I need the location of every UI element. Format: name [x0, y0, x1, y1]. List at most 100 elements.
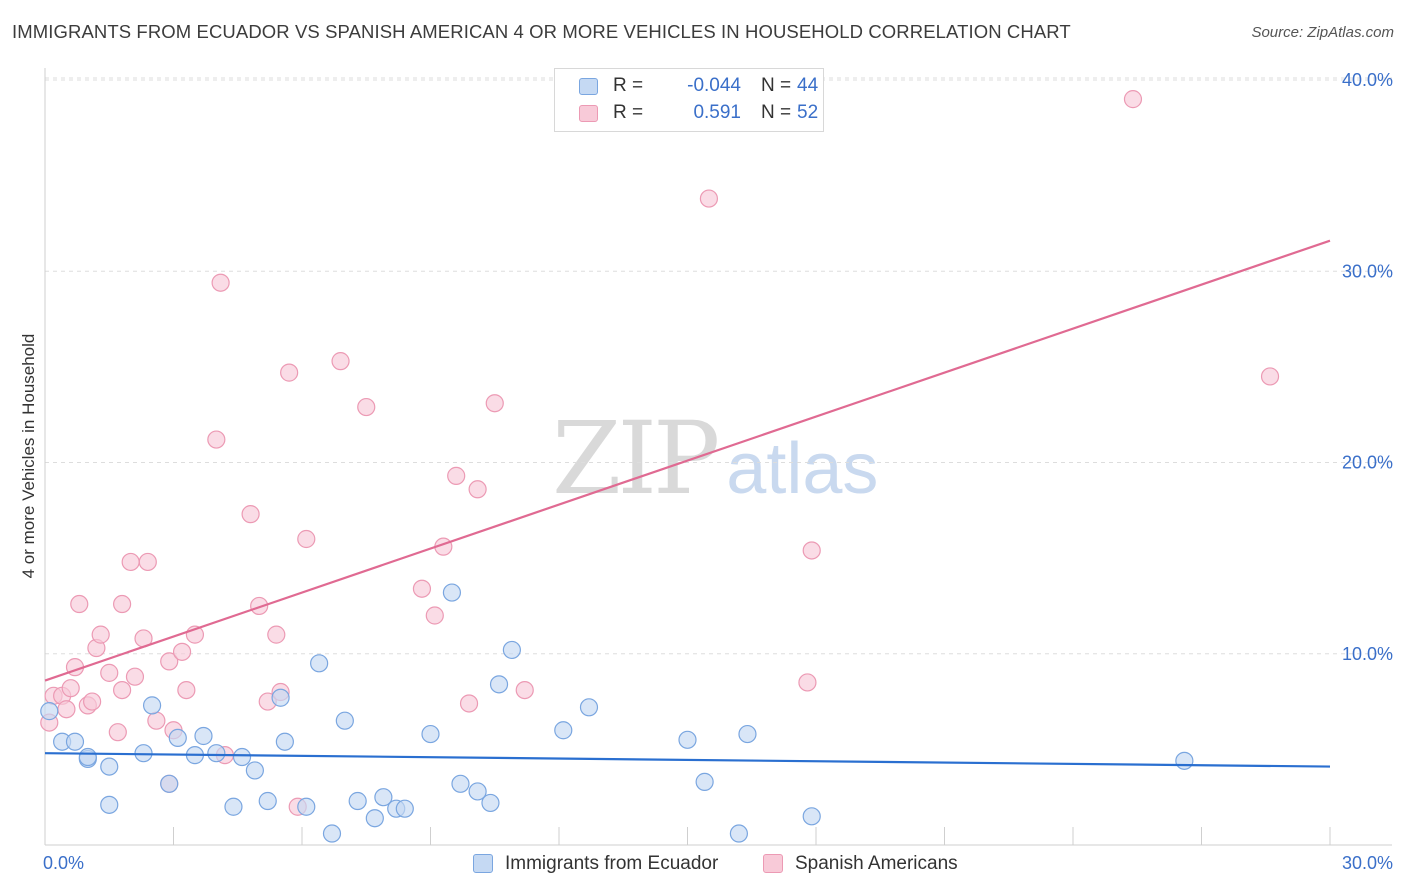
spanish-point: [485, 394, 504, 413]
spanish-r-label: R =: [613, 102, 644, 123]
ecuador-point: [258, 791, 277, 811]
ecuador-point: [738, 724, 757, 744]
spanish-point: [207, 430, 226, 449]
ecuador-point: [489, 675, 509, 694]
spanish-point: [1260, 367, 1280, 386]
spanish-point: [112, 680, 132, 700]
ecuador-point: [502, 640, 521, 660]
ecuador-points: [40, 583, 1194, 843]
spanish-point: [1123, 90, 1143, 109]
spanish-points: [40, 90, 1280, 816]
y-tick-label: 30.0%: [1342, 261, 1393, 281]
spanish-n-label: N =: [761, 102, 792, 123]
watermark-atlas: atlas: [726, 429, 879, 509]
spanish-point: [57, 700, 76, 719]
chart-title: IMMIGRANTS FROM ECUADOR VS SPANISH AMERI…: [12, 21, 1071, 42]
spanish-point: [798, 673, 817, 692]
x-tick-label: 30.0%: [1342, 853, 1393, 873]
ecuador-point: [78, 747, 97, 767]
spanish-point: [172, 642, 192, 661]
x-tick-label: 0.0%: [43, 853, 84, 873]
spanish-point: [91, 625, 110, 644]
stats-box: R = -0.044 N = 44 R = 0.591 N = 52: [554, 68, 824, 132]
spanish-point: [121, 552, 140, 572]
legend-ecuador-swatch: [473, 854, 493, 873]
ecuador-point: [194, 726, 213, 746]
ecuador-point: [374, 788, 393, 807]
ecuador-swatch: [579, 78, 598, 95]
spanish-point: [331, 352, 350, 371]
spanish-point: [83, 692, 102, 711]
spanish-point: [108, 723, 127, 742]
ecuador-point: [40, 702, 59, 721]
spanish-point: [267, 625, 286, 644]
spanish-point: [357, 397, 376, 417]
spanish-point: [61, 679, 80, 698]
spanish-point: [425, 606, 444, 625]
ecuador-r-label: R =: [613, 75, 644, 96]
ecuador-point: [395, 799, 414, 818]
ecuador-point: [678, 730, 697, 749]
ecuador-point: [335, 711, 354, 730]
ecuador-r-value: -0.044: [687, 75, 741, 96]
ecuador-point: [271, 688, 290, 707]
ecuador-point: [695, 772, 714, 791]
legend-spanish-label: Spanish Americans: [795, 853, 958, 874]
spanish-point: [447, 466, 466, 485]
ecuador-trend-line: [44, 752, 1331, 768]
ecuador-point: [468, 782, 487, 801]
legend-ecuador-label: Immigrants from Ecuador: [505, 853, 719, 874]
ecuador-point: [65, 732, 85, 751]
ecuador-point: [579, 698, 599, 717]
spanish-point: [100, 663, 119, 682]
ecuador-point: [421, 724, 440, 744]
spanish-point: [241, 505, 260, 524]
spanish-point: [412, 579, 432, 598]
spanish-point: [802, 541, 821, 560]
ecuador-point: [554, 721, 573, 740]
ecuador-point: [168, 728, 187, 748]
ecuador-point: [297, 797, 316, 816]
spanish-point: [280, 363, 299, 382]
ecuador-n-label: N =: [761, 75, 792, 96]
spanish-point: [125, 667, 145, 686]
ecuador-point: [1175, 751, 1194, 770]
y-axis-label: 4 or more Vehicles in Household: [19, 333, 38, 579]
spanish-n-value: 52: [797, 102, 819, 123]
trend-lines: [44, 239, 1331, 768]
spanish-point: [515, 680, 534, 700]
spanish-point: [211, 273, 230, 292]
tick-labels: 10.0% 20.0% 30.0% 40.0% 0.0% 30.0%: [43, 70, 1393, 873]
ecuador-point: [232, 747, 252, 767]
spanish-point: [297, 529, 316, 549]
spanish-point: [250, 596, 269, 616]
spanish-trend-line: [44, 239, 1331, 682]
ecuador-point: [100, 795, 119, 814]
ecuador-point: [100, 757, 119, 776]
ecuador-point: [729, 824, 749, 843]
ecuador-point: [207, 744, 226, 763]
ecuador-n-value: 44: [797, 75, 819, 96]
spanish-point: [177, 680, 196, 700]
ecuador-point: [451, 774, 470, 793]
ecuador-point: [224, 797, 243, 816]
spanish-point: [112, 594, 132, 614]
spanish-swatch: [579, 105, 598, 122]
ecuador-point: [275, 732, 294, 751]
ecuador-point: [142, 696, 162, 715]
spanish-point: [459, 694, 479, 713]
axes: [44, 68, 1392, 846]
spanish-r-value: 0.591: [693, 102, 741, 123]
spanish-point: [699, 189, 719, 208]
y-tick-label: 20.0%: [1342, 453, 1393, 473]
ecuador-point: [365, 809, 384, 828]
y-tick-label: 40.0%: [1342, 70, 1393, 90]
ecuador-point: [442, 583, 462, 602]
gridlines: [45, 77, 1392, 655]
spanish-point: [147, 711, 166, 730]
ecuador-point: [322, 824, 342, 843]
source-label: Source: ZipAtlas.com: [1251, 24, 1394, 41]
spanish-point: [138, 552, 157, 572]
y-tick-label: 10.0%: [1342, 644, 1393, 664]
